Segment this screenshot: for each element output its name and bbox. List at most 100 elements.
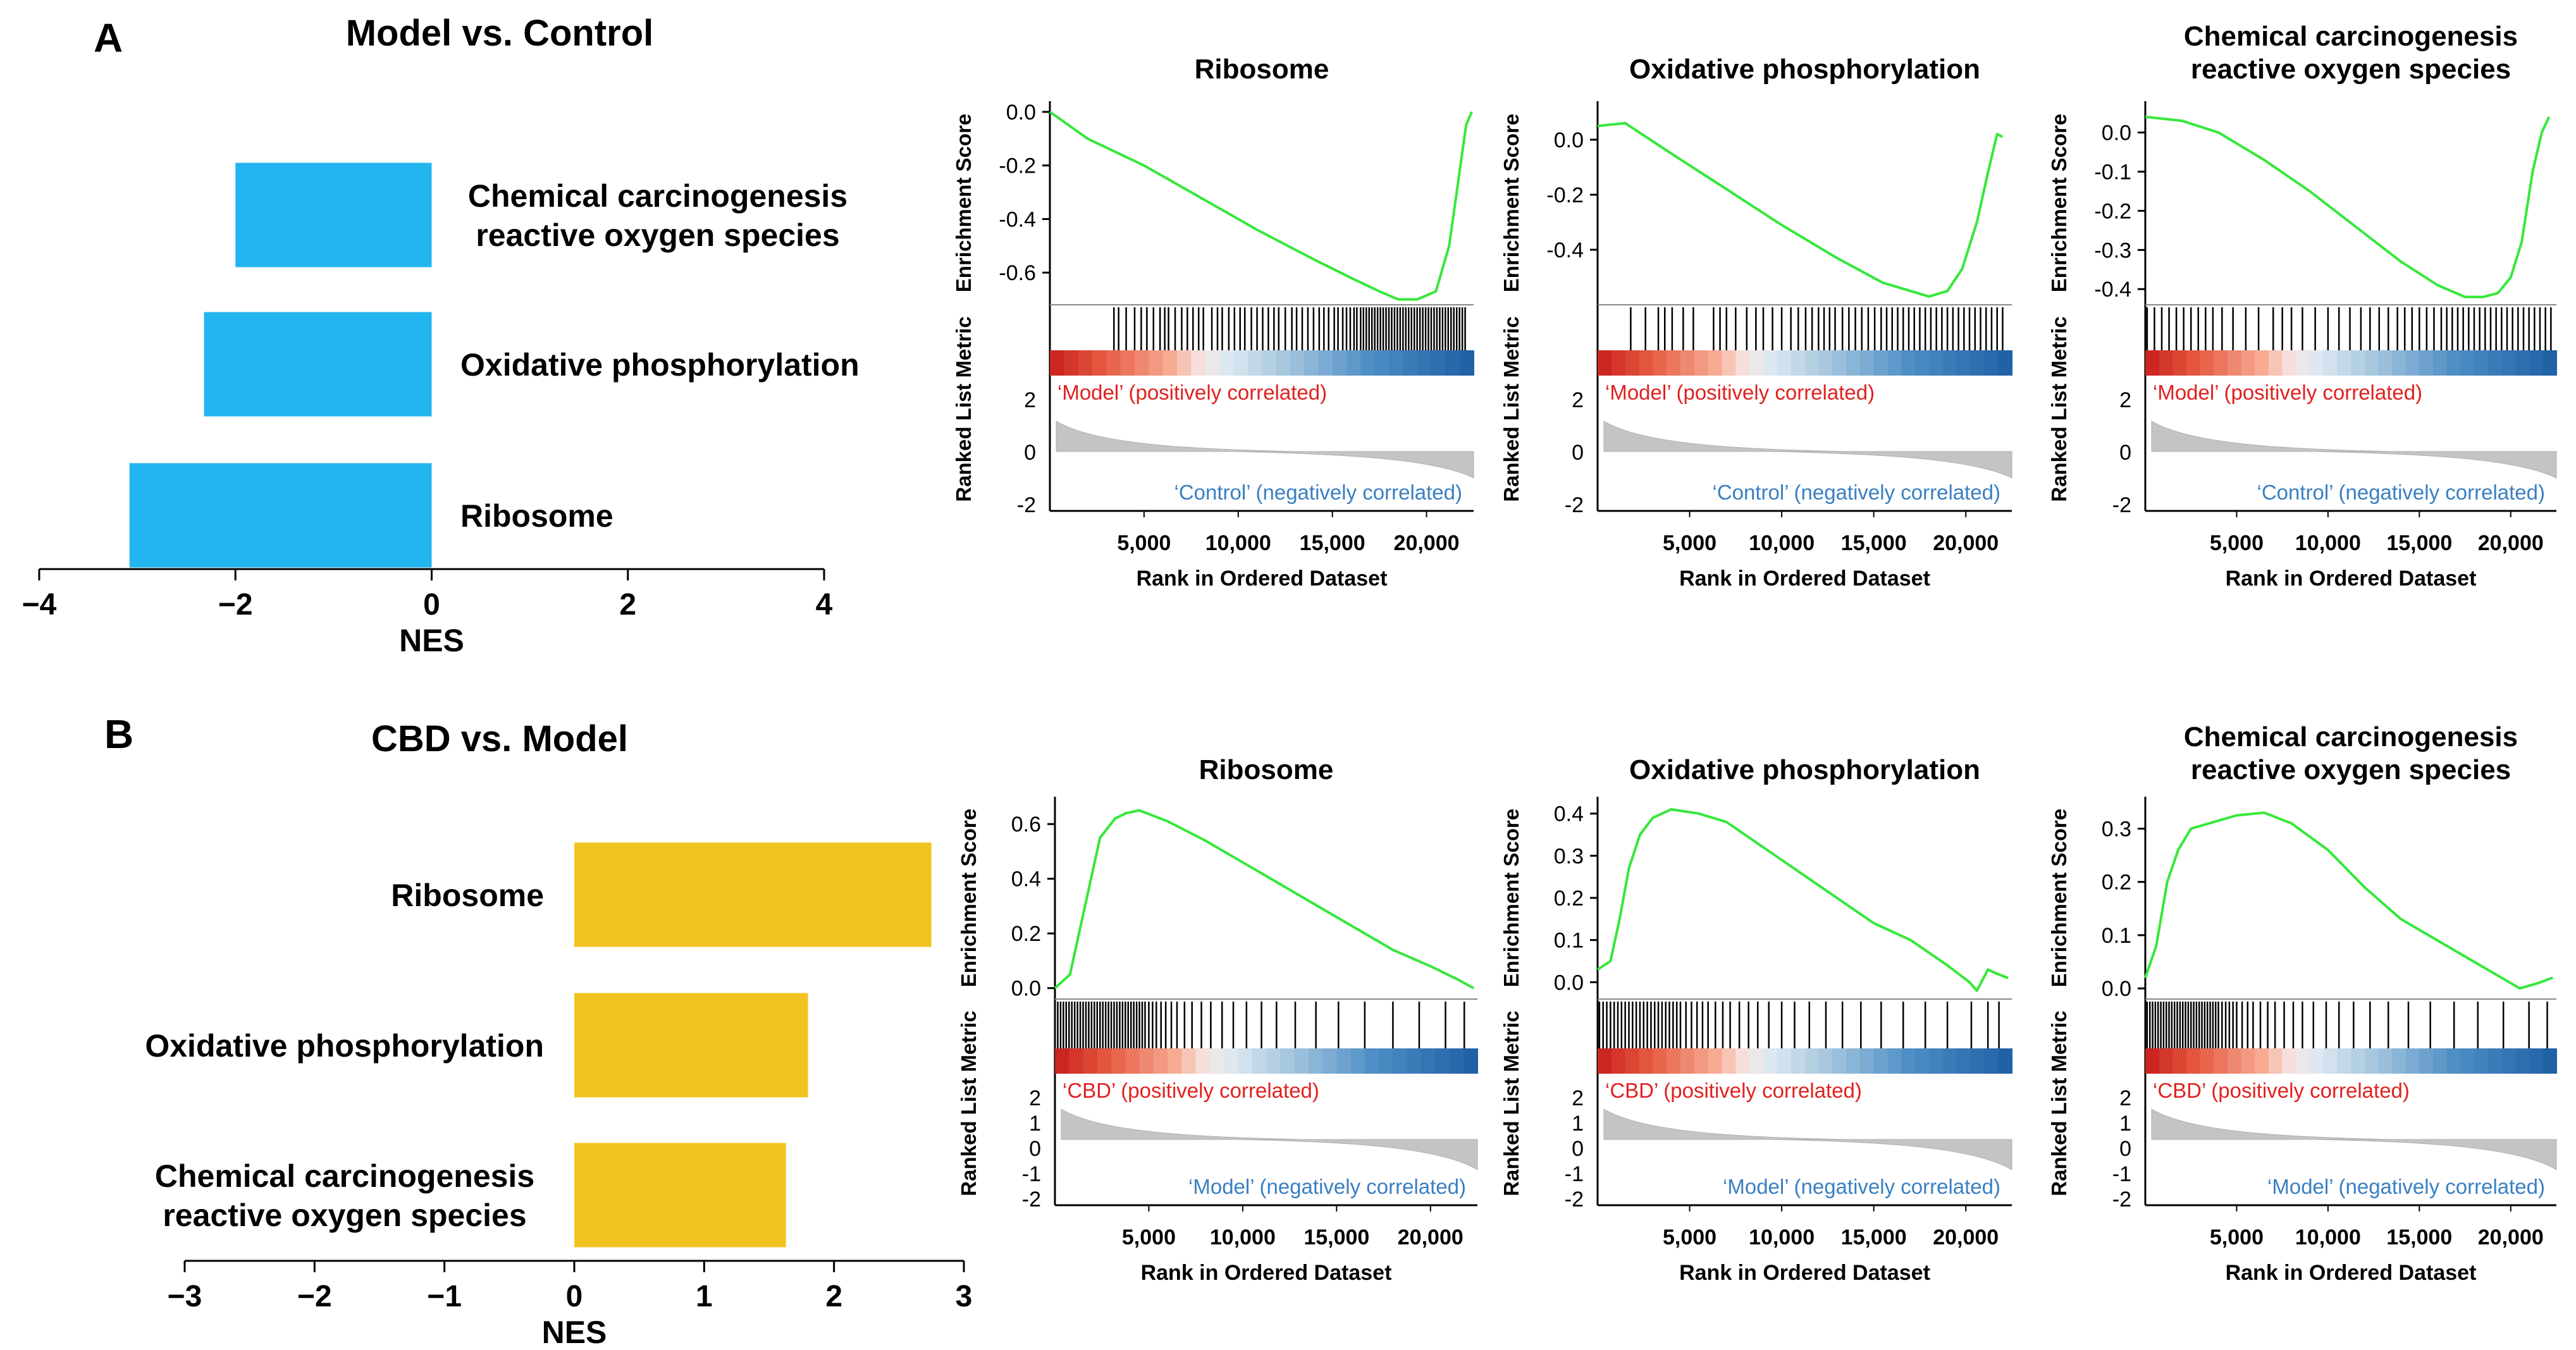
enrichment-score-line	[1049, 111, 1473, 301]
nes-bar	[204, 312, 432, 417]
negative-correlation-label: ‘Model’ (negatively correlated)	[2267, 1175, 2545, 1198]
metric-tick-label: -2	[2112, 493, 2131, 517]
bar-category-label: Ribosome	[391, 878, 544, 913]
rank-heat-segment	[1804, 350, 1820, 376]
rank-heat-segment	[1374, 350, 1390, 376]
x-tick-label: 10,000	[1749, 531, 1815, 555]
rank-heat-segment	[2378, 1048, 2393, 1074]
rank-heat-segment	[1873, 350, 1889, 376]
x-tick-label: 5,000	[2210, 531, 2264, 555]
rank-heat-segment	[1125, 1048, 1140, 1074]
x-axis-title: Rank in Ordered Dataset	[2226, 567, 2477, 591]
rank-heat-segment	[1247, 350, 1262, 376]
es-tick-label: 0.2	[2102, 871, 2131, 895]
rank-heat-segment	[1219, 350, 1235, 376]
rank-heat-segment	[1653, 1048, 1668, 1074]
es-tick-label: 0.0	[1554, 971, 1584, 995]
rank-heat-segment	[1097, 1048, 1112, 1074]
x-axis-title: Rank in Ordered Dataset	[1679, 1261, 1930, 1285]
es-tick-label: -0.4	[1546, 238, 1584, 262]
rank-heat-segment	[1818, 1048, 1833, 1074]
rank-heat-segment	[1294, 1048, 1309, 1074]
rank-heat-segment	[1209, 1048, 1225, 1074]
rank-heat-segment	[1347, 350, 1362, 376]
rank-heat-segment	[1749, 350, 1764, 376]
es-tick-label: 0.3	[2102, 818, 2131, 842]
rank-heat-segment	[1763, 350, 1778, 376]
rank-heat-segment	[2351, 1048, 2365, 1074]
rank-heat-segment	[2145, 350, 2160, 376]
metric-tick-label: 0	[2119, 1137, 2131, 1161]
rank-heat-segment	[2200, 1048, 2215, 1074]
negative-correlation-label: ‘Control’ (negatively correlated)	[1174, 481, 1462, 504]
rank-heat-segment	[1350, 1048, 1365, 1074]
rank-heat-segment	[1859, 1048, 1875, 1074]
x-tick-label: 10,000	[1749, 1225, 1815, 1249]
metric-axis-title: Ranked List Metric	[1500, 316, 1523, 501]
enrichment-score-line	[2145, 115, 2551, 298]
ranked-metric-area	[1603, 420, 2012, 479]
metric-tick-label: -2	[1565, 1187, 1584, 1212]
rank-heat-segment	[2529, 350, 2544, 376]
rank-heat-segment	[2241, 350, 2256, 376]
x-axis-title: Rank in Ordered Dataset	[1137, 567, 1388, 591]
es-tick-label: -0.6	[999, 261, 1036, 285]
positive-correlation-label: ‘CBD’ (positively correlated)	[1063, 1079, 1319, 1102]
rank-heat-segment	[2446, 1048, 2462, 1074]
rank-heat-segment	[1887, 350, 1902, 376]
rank-heat-segment	[2501, 1048, 2516, 1074]
es-tick-label: 0.4	[1554, 802, 1584, 826]
rank-heat-segment	[1205, 350, 1220, 376]
rank-heat-segment	[2487, 1048, 2503, 1074]
gsea-title: Chemical carcinogenesis	[2184, 21, 2518, 52]
ranked-metric-area	[2151, 420, 2557, 479]
es-tick-label: -0.4	[999, 207, 1036, 231]
rank-heat-segment	[1407, 1048, 1422, 1074]
metric-tick-label: -1	[1565, 1162, 1584, 1186]
ranked-metric-area	[1056, 420, 1474, 479]
es-tick-label: 0.4	[1011, 868, 1041, 892]
positive-correlation-label: ‘CBD’ (positively correlated)	[2153, 1079, 2410, 1102]
rank-heat-segment	[2269, 1048, 2283, 1074]
x-tick-label: −2	[218, 588, 253, 622]
rank-heat-segment	[2542, 350, 2557, 376]
rank-heat-segment	[1181, 1048, 1197, 1074]
rank-heat-segment	[2337, 350, 2351, 376]
rank-heat-segment	[1790, 1048, 1806, 1074]
rank-heat-segment	[2460, 350, 2475, 376]
rank-heat-segment	[2515, 350, 2530, 376]
es-tick-label: -0.3	[2094, 238, 2131, 262]
rank-heat-segment	[1322, 1048, 1338, 1074]
es-axis-title: Enrichment Score	[2047, 114, 2071, 292]
rank-heat-segment	[1431, 350, 1446, 376]
metric-tick-label: -2	[2112, 1187, 2131, 1212]
rank-heat-segment	[1195, 1048, 1211, 1074]
rank-heat-segment	[2310, 350, 2324, 376]
x-tick-label: 0	[566, 1280, 583, 1313]
rank-heat-segment	[1262, 350, 1277, 376]
rank-heat-segment	[1445, 350, 1460, 376]
x-axis-title: Rank in Ordered Dataset	[1141, 1261, 1392, 1285]
metric-tick-label: 2	[2119, 388, 2131, 412]
es-tick-label: 0.6	[1011, 813, 1041, 837]
rank-heat-segment	[2282, 1048, 2297, 1074]
x-tick-label: 10,000	[1210, 1225, 1276, 1249]
bar-chart-title: CBD vs. Model	[371, 718, 628, 759]
bar-category-label: Ribosome	[460, 498, 613, 534]
metric-tick-label: 2	[2119, 1086, 2131, 1110]
es-axis-title: Enrichment Score	[1500, 114, 1523, 292]
rank-heat-segment	[1055, 1048, 1070, 1074]
nes-bar	[574, 993, 808, 1098]
rank-heat-segment	[1389, 350, 1404, 376]
rank-heat-segment	[1224, 1048, 1239, 1074]
rank-heat-segment	[1942, 1048, 1957, 1074]
rank-heat-segment	[1083, 1048, 1098, 1074]
metric-tick-label: 1	[1029, 1112, 1041, 1136]
x-tick-label: 15,000	[1841, 1225, 1907, 1249]
rank-heat-segment	[1139, 1048, 1154, 1074]
gsea-title: Chemical carcinogenesis	[2184, 721, 2518, 752]
rank-heat-segment	[1435, 1048, 1450, 1074]
rank-heat-segment	[1708, 1048, 1723, 1074]
bar-category-label-line: Chemical carcinogenesis	[468, 178, 847, 214]
